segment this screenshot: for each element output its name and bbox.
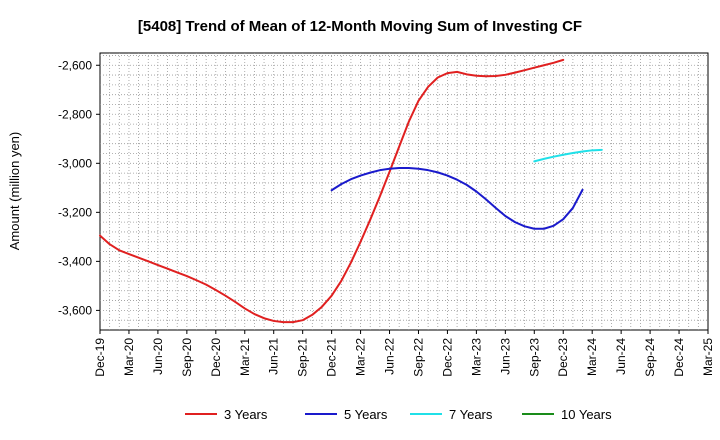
legend-label: 3 Years bbox=[224, 407, 268, 422]
y-axis-label: Amount (million yen) bbox=[7, 132, 22, 251]
series-line bbox=[99, 58, 565, 324]
x-tick-label: Sep-20 bbox=[180, 338, 194, 377]
x-tick-label: Dec-20 bbox=[209, 338, 223, 377]
series-lines bbox=[99, 58, 603, 324]
plot-area bbox=[99, 52, 709, 331]
y-tick-label: -2,800 bbox=[58, 107, 92, 121]
x-tick-label: Jun-24 bbox=[614, 338, 628, 375]
series-line bbox=[330, 166, 584, 230]
x-tick-label: Sep-22 bbox=[411, 338, 425, 377]
y-tick-label: -2,600 bbox=[58, 58, 92, 72]
x-tick-label: Dec-21 bbox=[325, 338, 339, 377]
y-tick-label: -3,000 bbox=[58, 156, 92, 170]
x-tick-label: Jun-20 bbox=[151, 338, 165, 375]
x-tick-label: Mar-20 bbox=[122, 338, 136, 376]
y-axis-ticks: -2,600 -2,800 -3,000 -3,200 -3,400 -3,600 bbox=[58, 58, 100, 317]
series-line bbox=[533, 148, 603, 163]
x-tick-label: Jun-22 bbox=[383, 338, 397, 375]
x-tick-label: Jun-23 bbox=[498, 338, 512, 375]
x-tick-label: Mar-22 bbox=[354, 338, 368, 376]
x-tick-label: Mar-21 bbox=[238, 338, 252, 376]
legend-label: 5 Years bbox=[344, 407, 388, 422]
x-axis-ticks: Dec-19 Mar-20 Jun-20 Sep-20 Dec-20 Mar-21 Jun-… bbox=[93, 330, 715, 377]
x-tick-label: Sep-23 bbox=[527, 338, 541, 377]
legend-label: 7 Years bbox=[449, 407, 493, 422]
chart-title: [5408] Trend of Mean of 12-Month Moving … bbox=[138, 18, 582, 35]
legend: 3 Years 5 Years 7 Years 10 Years bbox=[185, 407, 612, 422]
x-tick-label: Dec-24 bbox=[672, 338, 686, 377]
y-tick-label: -3,600 bbox=[58, 303, 92, 317]
y-tick-label: -3,200 bbox=[58, 205, 92, 219]
grid bbox=[100, 53, 708, 330]
x-tick-label: Mar-24 bbox=[585, 338, 599, 376]
x-tick-label: Sep-24 bbox=[643, 338, 657, 377]
y-tick-label: -3,400 bbox=[58, 254, 92, 268]
x-tick-label: Jun-21 bbox=[267, 338, 281, 375]
x-tick-label: Sep-21 bbox=[296, 338, 310, 377]
x-tick-label: Mar-23 bbox=[469, 338, 483, 376]
x-tick-label: Dec-23 bbox=[556, 338, 570, 377]
x-tick-label: Dec-22 bbox=[440, 338, 454, 377]
x-tick-label: Dec-19 bbox=[93, 338, 107, 377]
legend-label: 10 Years bbox=[561, 407, 612, 422]
x-tick-label: Mar-25 bbox=[701, 338, 715, 376]
